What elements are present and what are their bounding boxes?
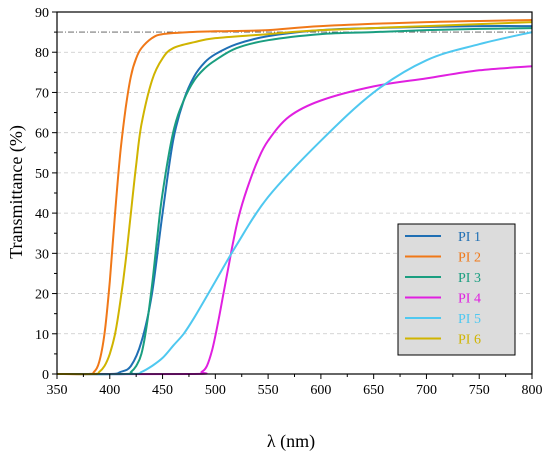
x-tick-label: 400 <box>99 383 120 398</box>
legend-box <box>397 223 516 356</box>
legend-label: PI 5 <box>458 312 481 327</box>
y-axis-title: Transmittance (%) <box>6 125 27 259</box>
series-line-pi-3 <box>56 27 533 376</box>
x-tick-label: 650 <box>363 383 384 398</box>
legend-label: PI 1 <box>458 230 481 245</box>
y-tick-label: 30 <box>35 247 49 262</box>
series-layer <box>56 19 533 376</box>
legend-label: PI 4 <box>458 292 481 307</box>
series-line-pi-5 <box>56 31 533 376</box>
x-tick-label: 450 <box>152 383 173 398</box>
y-tick-label: 80 <box>35 46 49 61</box>
x-tick-label: 550 <box>258 383 279 398</box>
y-tick-label: 10 <box>35 328 49 343</box>
series-line-pi-4 <box>56 65 533 376</box>
x-tick-label: 700 <box>416 383 437 398</box>
x-tick-label: 800 <box>522 383 543 398</box>
x-tick-label: 600 <box>310 383 331 398</box>
legend-label: PI 6 <box>458 333 481 348</box>
y-tick-label: 60 <box>35 127 49 142</box>
x-tick-label: 350 <box>47 383 68 398</box>
x-tick-label: 750 <box>469 383 490 398</box>
legend: PI 1 PI 2 PI 3 PI 4 PI 5 PI 6 <box>397 223 516 356</box>
y-tick-label: 40 <box>35 207 49 222</box>
y-tick-label: 50 <box>35 167 49 182</box>
y-tick-label: 70 <box>35 86 49 101</box>
series-line-pi-2 <box>56 19 533 376</box>
series-line-pi-6 <box>56 21 533 376</box>
legend-label: PI 3 <box>458 271 481 286</box>
x-axis-title: λ (nm) <box>267 431 315 452</box>
legend-label: PI 2 <box>458 251 481 266</box>
x-tick-label: 500 <box>205 383 226 398</box>
y-tick-label: 0 <box>42 368 49 383</box>
y-tick-label: 20 <box>35 288 49 303</box>
tick-layer: 350 400 450 500 550 600 650 700 750 800 0 10 20 30 40 5… <box>35 6 543 398</box>
y-tick-label: 90 <box>35 6 49 21</box>
